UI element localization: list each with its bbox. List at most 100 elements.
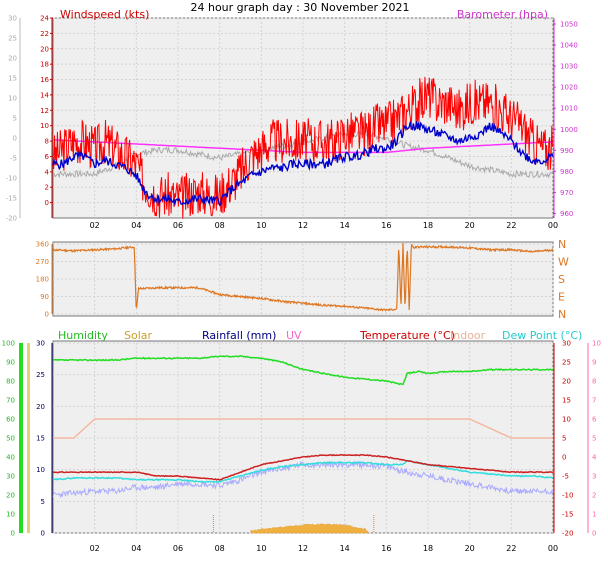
baro-tick-label: 1030 [560, 63, 578, 71]
humidity-tick-label: 60 [6, 416, 15, 424]
legend-rainfall: Rainfall (mm) [202, 329, 276, 342]
humidity-tick-label: 50 [6, 435, 15, 443]
baro-tick-label: 980 [560, 168, 573, 176]
uv-tick-label: 5 [592, 435, 596, 443]
windspeed-line [52, 76, 553, 219]
temp-x-tick-label: 22 [506, 544, 516, 553]
baro-tick-label: 1020 [560, 84, 578, 92]
temp-x-tick-label: 02 [90, 544, 100, 553]
baro-tick-label: 970 [560, 189, 573, 197]
temp-x-tick-label: 16 [381, 544, 391, 553]
windspeed-axis-label: Windspeed (kts) [60, 8, 149, 21]
temp-x-tick-label: 06 [173, 544, 183, 553]
uv-tick-label: 2 [592, 492, 596, 500]
temp-x-tick-label: 12 [298, 544, 308, 553]
uv-tick-label: 9 [592, 359, 596, 367]
legend-humidity: Humidity [58, 329, 108, 342]
solar-area [250, 523, 370, 534]
wind-tick-label: 2 [45, 184, 49, 192]
temp-tick-label: 25 [562, 359, 571, 367]
legend-solar: Solar [124, 329, 153, 342]
uv-tick-label: 7 [592, 397, 596, 405]
wind-tick-label: 22 [40, 30, 49, 38]
humidity-tick-label: 10 [6, 511, 15, 519]
humidity-tick-label: 100 [2, 340, 15, 348]
solar-axis-bar [27, 343, 30, 533]
wind-x-tick-label: 10 [256, 221, 266, 230]
rain-tick-label: 5 [41, 498, 45, 506]
wind-average-line [52, 121, 554, 207]
wind-tick-label: 10 [40, 122, 49, 130]
uv-tick-label: 10 [592, 340, 601, 348]
temp-x-tick-label: 10 [256, 544, 266, 553]
temp-tick-label: -5 [562, 473, 569, 481]
wind-x-tick-label: 12 [298, 221, 308, 230]
humidity-tick-label: 0 [11, 530, 15, 538]
baro-tick-label: 1000 [560, 126, 578, 134]
dewpoint-line [52, 459, 554, 484]
wind-far-left-tick-label: -20 [6, 215, 17, 223]
wind-far-left-tick-label: 10 [8, 95, 17, 103]
wind-far-left-tick-label: 0 [13, 135, 17, 143]
dir-compass-label: S [558, 273, 565, 286]
barometer-axis-label: Barometer (hpa) [457, 8, 548, 21]
temp-x-tick-label: 00 [548, 544, 558, 553]
humidity-line [53, 355, 554, 386]
legend-temperature: Temperature (°C) [359, 329, 455, 342]
legend-indoor: Indoor [450, 329, 486, 342]
temp-x-tick-label: 04 [131, 544, 141, 553]
wind-tick-label: 12 [40, 107, 49, 115]
wind-x-tick-label: 06 [173, 221, 183, 230]
wind-x-tick-label: 20 [465, 221, 475, 230]
indoor-temp-line [53, 418, 553, 439]
dir-tick-label: 0 [45, 311, 49, 319]
uv-tick-label: 1 [592, 511, 596, 519]
dir-tick-label: 90 [40, 293, 49, 301]
dir-compass-label: W [558, 256, 569, 269]
uv-tick-label: 6 [592, 416, 597, 424]
humidity-axis-bar [19, 343, 23, 533]
baro-tick-label: 1040 [560, 42, 578, 50]
temp-tick-label: 5 [562, 435, 566, 443]
legend-uv: UV [286, 329, 302, 342]
uv-tick-label: 4 [592, 454, 597, 462]
dir-compass-label: E [558, 291, 565, 304]
humidity-tick-label: 30 [6, 473, 15, 481]
wind-direction-line [52, 243, 554, 312]
humidity-tick-label: 70 [6, 397, 15, 405]
uv-tick-label: 8 [592, 378, 596, 386]
dir-tick-label: 270 [36, 258, 49, 266]
legend-dewpoint: Dew Point (°C) [502, 329, 582, 342]
humidity-tick-label: 90 [6, 359, 15, 367]
temp-x-tick-label: 20 [465, 544, 475, 553]
humidity-tick-label: 80 [6, 378, 15, 386]
wind-x-tick-label: 00 [548, 221, 558, 230]
barometer-line [52, 139, 554, 154]
wind-x-tick-label: 18 [423, 221, 433, 230]
temp-x-tick-label: 14 [340, 544, 350, 553]
dir-tick-label: 360 [36, 241, 49, 249]
dir-compass-label: N [558, 308, 566, 321]
rain-tick-label: 20 [36, 403, 45, 411]
wind-far-left-tick-label: 5 [13, 115, 17, 123]
wind-tick-label: 24 [40, 15, 49, 23]
baro-tick-label: 990 [560, 147, 573, 155]
wind-x-tick-label: 02 [90, 221, 100, 230]
temp-tick-label: 30 [562, 340, 571, 348]
temp-tick-label: -15 [562, 511, 573, 519]
baro-tick-label: 1010 [560, 105, 578, 113]
wind-far-left-tick-label: 25 [8, 35, 17, 43]
wind-x-tick-label: 22 [506, 221, 516, 230]
wind-far-left-tick-label: 20 [8, 55, 17, 63]
dir-tick-label: 180 [36, 276, 49, 284]
uv-tick-label: 3 [592, 473, 596, 481]
temp-tick-label: 15 [562, 397, 571, 405]
wind-far-left-tick-label: -5 [10, 155, 17, 163]
rain-tick-label: 10 [36, 466, 45, 474]
wind-tick-label: 6 [45, 153, 50, 161]
temp-x-tick-label: 08 [215, 544, 225, 553]
rain-tick-label: 0 [41, 530, 45, 538]
wind-far-left-tick-label: 30 [8, 15, 17, 23]
temp-tick-label: 20 [562, 378, 571, 386]
